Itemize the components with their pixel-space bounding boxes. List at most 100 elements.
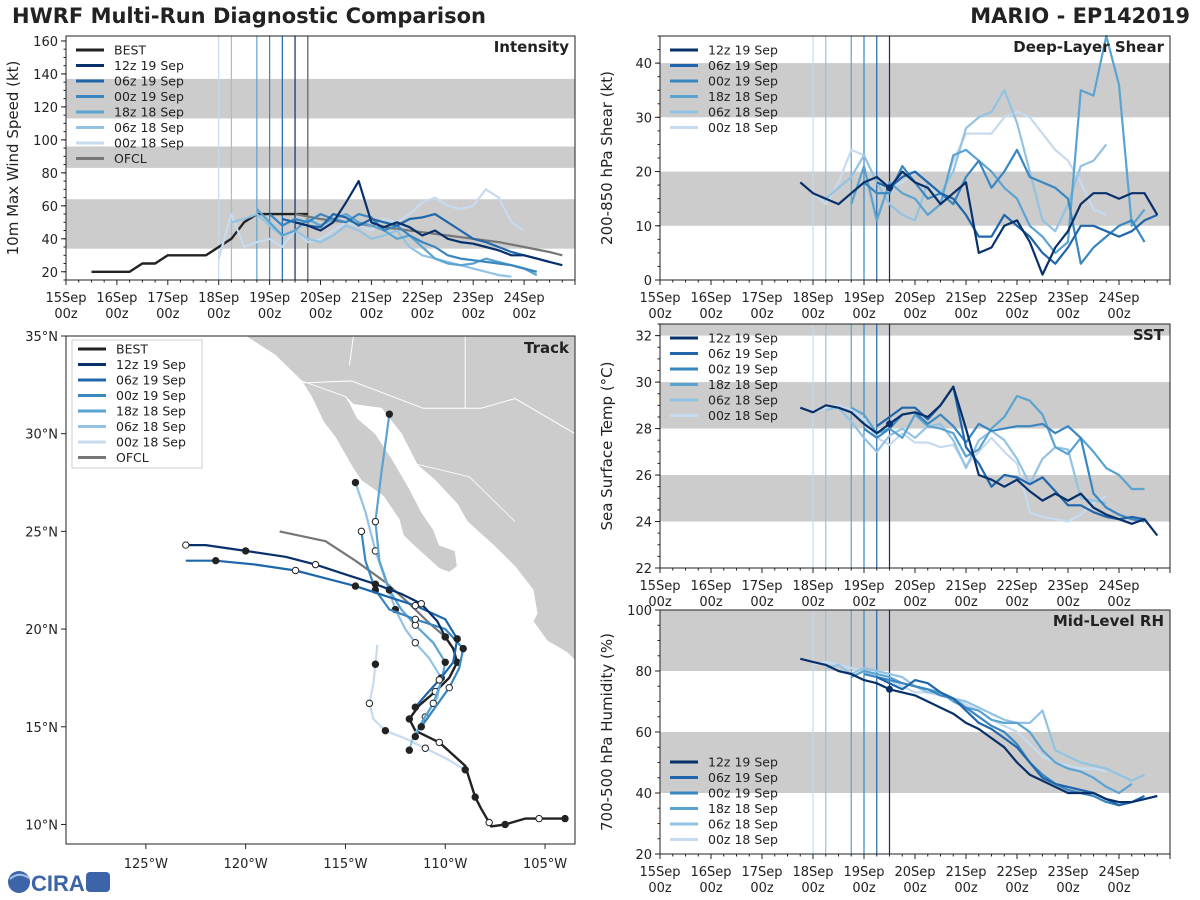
x-tick-label-day: 20Sep [894,579,935,594]
track-marker [182,541,190,549]
track-marker [417,599,426,608]
x-tick-label-hour: 00z [750,881,774,896]
x-tick-label-day: 17Sep [741,291,782,306]
x-tick-label: 120°W [224,857,268,872]
track-marker [441,658,449,666]
track-marker [241,547,250,555]
x-tick-label-hour: 00z [903,307,927,322]
x-tick-label: 105°W [523,857,567,872]
x-tick-label-day: 15Sep [639,865,680,880]
series-line [800,657,1158,804]
y-tick-label: 80 [41,167,58,182]
x-tick-label: 115°W [323,857,367,872]
legend-label: 00z 18 Sep [708,408,778,423]
legend-label: 06z 18 Sep [114,120,184,135]
track-marker [561,814,569,823]
series-line [863,148,1146,265]
x-tick-label-day: 18Sep [792,579,833,594]
y-tick-label: 140 [33,68,58,83]
legend-label: 06z 18 Sep [708,817,778,832]
legend-label: 12z 19 Sep [708,755,778,770]
x-tick-label-hour: 00z [105,307,129,322]
legend-label: 00z 18 Sep [708,832,778,847]
figure-title: HWRF Multi-Run Diagnostic Comparison [12,4,487,28]
x-tick-label-day: 19Sep [843,865,884,880]
shaded-band [66,78,575,119]
x-tick-label-day: 17Sep [741,865,782,880]
track-marker [411,703,420,711]
x-tick-label-day: 15Sep [639,291,680,306]
track-marker [365,699,374,708]
panel-mid-level-rh: 2040608010015Sep00z16Sep00z17Sep00z18Sep… [598,604,1171,896]
legend-label: 00z 19 Sep [708,362,778,377]
series-line [825,406,1107,504]
x-tick-label-hour: 00z [1107,881,1131,896]
mainland-land [244,336,575,661]
x-tick-label-day: 19Sep [249,291,290,306]
y-tick-label: 20°N [25,623,58,638]
x-tick-label-day: 15Sep [45,291,86,306]
track-marker [485,818,493,827]
x-tick-label-hour: 00z [750,595,774,610]
x-tick-label-hour: 00z [699,307,723,322]
legend-label: 06z 19 Sep [114,74,184,89]
legend-label: 12z 19 Sep [116,357,186,372]
legend-label: 06z 19 Sep [708,346,778,361]
x-tick-label-hour: 00z [1107,595,1131,610]
legend-label: OFCL [116,450,149,465]
y-tick-label: 35°N [25,330,58,345]
track-marker [351,582,360,590]
x-tick-label-hour: 00z [852,595,876,610]
y-tick-label: 26 [635,469,652,484]
track-marker [441,633,449,641]
series-line [294,180,563,267]
legend-label: 12z 19 Sep [708,331,778,346]
series-line [282,213,550,263]
x-tick-label-day: 21Sep [351,291,392,306]
x-tick-label-day: 22Sep [996,579,1037,594]
legend-label: 12z 19 Sep [708,43,778,58]
track-marker [411,601,420,610]
shaded-band [660,63,1170,118]
x-tick-label-day: 16Sep [690,579,731,594]
x-tick-label-hour: 00z [699,595,723,610]
legend-label: BEST [116,342,148,357]
land [244,336,575,661]
track-marker [351,478,360,487]
series-track [185,543,447,638]
track-marker [445,683,453,692]
series-line [799,170,1159,276]
x-tick-label-day: 17Sep [741,579,782,594]
track-marker [371,660,380,668]
track-marker [381,726,390,735]
x-tick-label-hour: 00z [1005,307,1029,322]
y-tick-label: 80 [635,665,652,680]
x-tick-label: 110°W [423,857,467,872]
shaded-band [660,382,1170,429]
series-line [825,663,1145,782]
x-tick-label-hour: 00z [1107,307,1131,322]
track-marker [417,723,426,731]
x-tick-label-hour: 00z [750,307,774,322]
legend-label: 06z 19 Sep [708,770,778,785]
y-tick-label: 40 [41,233,58,248]
x-tick-label-hour: 00z [852,881,876,896]
track-marker [212,556,220,565]
series-track [368,644,466,771]
state-border [395,458,516,522]
y-tick-label: 60 [635,726,652,741]
x-tick-label-hour: 00z [852,307,876,322]
legend-label: 00z 19 Sep [708,74,778,89]
x-tick-label-day: 16Sep [96,291,137,306]
legend-label: 00z 18 Sep [708,120,778,135]
x-tick-label-day: 21Sep [945,865,986,880]
y-tick-label: 32 [635,330,652,345]
x-tick-label-day: 18Sep [198,291,239,306]
x-tick-label-hour: 00z [1056,881,1080,896]
init-marker [886,420,893,428]
panel-title: SST [1133,326,1165,344]
legend-label: 00z 19 Sep [114,89,184,104]
series-line [876,170,1158,265]
state-border [348,336,354,366]
